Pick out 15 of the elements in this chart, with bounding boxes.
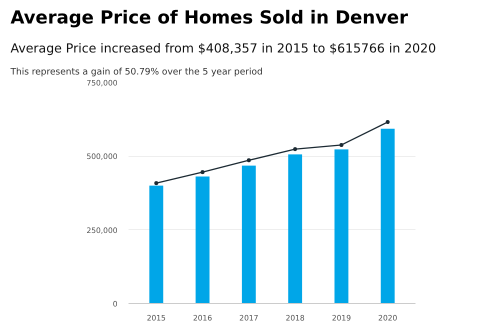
text: This represents a gain of 50.79% over the 5 year period bbox=[10, 68, 263, 78]
chart-title: Average Price of Homes Sold in Denver bbox=[10, 8, 408, 28]
bar bbox=[196, 176, 210, 304]
point bbox=[200, 170, 205, 174]
point bbox=[154, 181, 158, 186]
bar bbox=[380, 128, 395, 304]
bar bbox=[334, 149, 348, 304]
point bbox=[246, 158, 251, 162]
bar bbox=[149, 186, 164, 304]
chart-subtitle: Average Price increased from $408,357 in 2015 to $615766 in 2020 bbox=[10, 40, 436, 56]
bar bbox=[288, 154, 302, 304]
point bbox=[339, 142, 344, 147]
bar bbox=[242, 166, 256, 304]
point bbox=[386, 120, 390, 124]
point bbox=[293, 147, 298, 152]
